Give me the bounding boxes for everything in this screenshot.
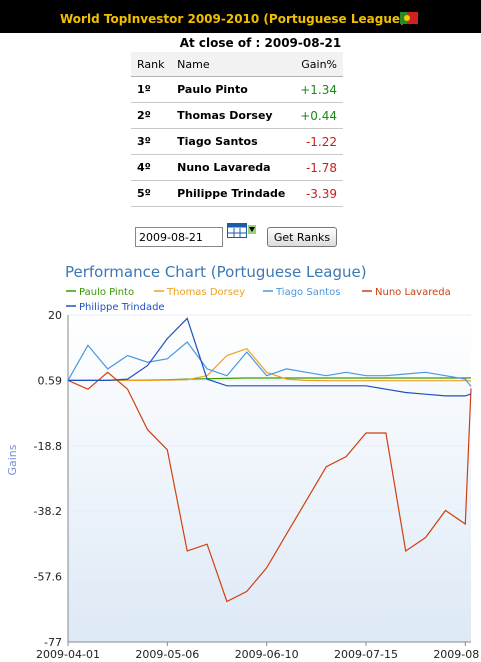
x-tick-label: 2009-05-06 xyxy=(135,648,199,661)
rank-cell: 2º xyxy=(131,102,172,129)
table-row: 5º Philippe Trindade -3.39 xyxy=(131,180,343,207)
y-tick-label: -57.6 xyxy=(34,571,62,584)
legend-label: Tiago Santos xyxy=(275,287,340,298)
x-tick-label: 2009-07-15 xyxy=(334,648,398,661)
column-header-gain: Gain% xyxy=(293,52,343,77)
column-header-name: Name xyxy=(171,52,294,77)
column-header-rank: Rank xyxy=(131,52,172,77)
title-bar: World TopInvestor 2009-2010 (Portuguese … xyxy=(0,0,481,33)
name-cell: Nuno Lavareda xyxy=(171,154,294,181)
y-tick-label: -18.8 xyxy=(34,440,62,453)
series-lines xyxy=(67,317,472,603)
x-tick-label: 2009-08 xyxy=(433,648,479,661)
date-input[interactable] xyxy=(135,227,223,247)
gain-cell: -3.39 xyxy=(293,180,343,207)
table-row: 4º Nuno Lavareda -1.78 xyxy=(131,154,343,181)
name-cell: Paulo Pinto xyxy=(171,76,294,103)
name-cell: Tiago Santos xyxy=(171,128,294,155)
gain-cell: +0.44 xyxy=(293,102,343,129)
portugal-flag-icon xyxy=(400,12,418,24)
y-tick-label: -38.2 xyxy=(34,505,62,518)
rank-cell: 5º xyxy=(131,180,172,207)
x-axis: 2009-04-01 2009-05-06 2009-06-10 2009-07-15… xyxy=(36,641,479,661)
x-tick-label: 2009-06-10 xyxy=(235,648,299,661)
rank-cell: 1º xyxy=(131,76,172,103)
name-cell: Thomas Dorsey xyxy=(171,102,294,129)
page-title: World TopInvestor 2009-2010 (Portuguese … xyxy=(60,12,406,26)
gain-cell: +1.34 xyxy=(293,76,343,103)
series-line-philippe-trindade xyxy=(68,317,472,397)
y-axis-label: Gains xyxy=(6,444,19,475)
legend-label: Philippe Trindade xyxy=(79,302,165,313)
gain-cell: -1.78 xyxy=(293,154,343,181)
y-tick-label: 20 xyxy=(48,309,62,322)
close-date: 2009-08-21 xyxy=(264,36,342,50)
y-tick-label: 0.59 xyxy=(38,374,63,387)
rank-cell: 3º xyxy=(131,128,172,155)
chart-title: Performance Chart (Portuguese League) xyxy=(65,263,367,281)
chart-legend: Paulo Pinto Thomas Dorsey Tiago Santos Nuno… xyxy=(66,287,451,313)
series-line-nuno-lavareda xyxy=(67,371,472,603)
table-row: 3º Tiago Santos -1.22 xyxy=(131,128,343,155)
table-row: 1º Paulo Pinto +1.34 xyxy=(131,76,343,103)
get-ranks-button[interactable]: Get Ranks xyxy=(267,227,337,247)
series-line-tiago-santos xyxy=(67,341,472,387)
legend-label: Thomas Dorsey xyxy=(166,287,245,298)
calendar-picker-icon[interactable] xyxy=(227,223,257,239)
plot-area xyxy=(68,315,471,642)
table-row: 2º Thomas Dorsey +0.44 xyxy=(131,102,343,129)
name-cell: Philippe Trindade xyxy=(171,180,294,207)
legend-label: Nuno Lavareda xyxy=(375,287,451,298)
close-date-line: At close of : 2009-08-21 xyxy=(0,36,481,50)
y-tick-label: -77 xyxy=(44,636,62,649)
y-axis: 20 0.59 -18.8 -38.2 -57.6 -77 xyxy=(34,309,69,649)
rank-cell: 4º xyxy=(131,154,172,181)
ranking-table: Rank Name Gain% 1º Paulo Pinto +1.34 2º … xyxy=(131,52,343,207)
series-line-thomas-dorsey xyxy=(68,347,472,382)
performance-chart: Performance Chart (Portuguese League) Pa… xyxy=(6,263,479,661)
gain-cell: -1.22 xyxy=(293,128,343,155)
x-tick-label: 2009-04-01 xyxy=(36,648,100,661)
legend-label: Paulo Pinto xyxy=(79,287,134,298)
close-label: At close of : xyxy=(179,36,261,50)
